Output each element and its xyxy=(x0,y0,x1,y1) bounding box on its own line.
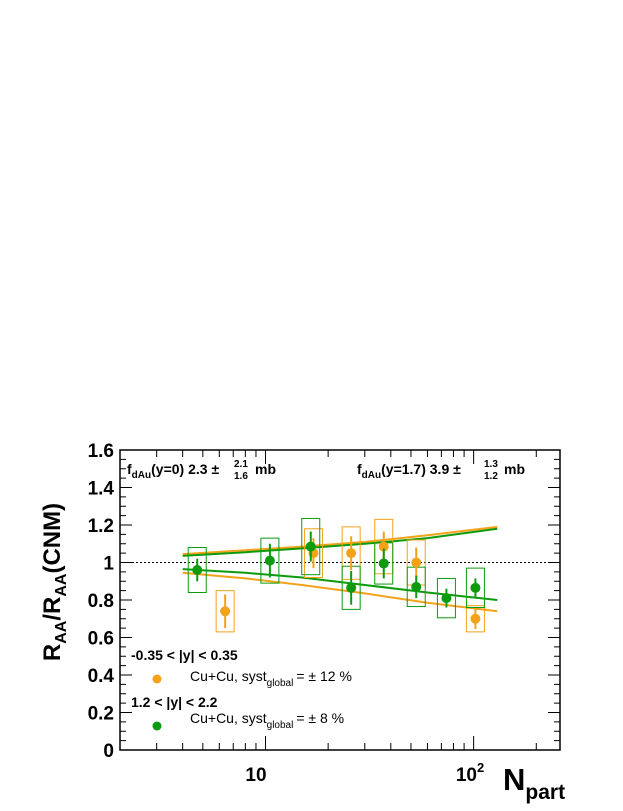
annotation-left-unit: mb xyxy=(255,461,276,477)
data-point-series-1 xyxy=(470,613,481,624)
y-tick-label: 1.4 xyxy=(88,479,115,500)
data-point-series-1 xyxy=(378,541,389,552)
y-axis-title-mid: /R xyxy=(39,597,66,621)
data-point-series-2 xyxy=(305,541,316,552)
data-point-series-1 xyxy=(346,548,357,559)
theory-curve-2-upper xyxy=(182,527,498,557)
annotation-left-main: f xyxy=(127,461,132,477)
x-tick-label-10: 10 xyxy=(245,765,266,786)
x-axis-title-sub: part xyxy=(525,781,565,804)
y-tick-label: 0.4 xyxy=(88,666,115,687)
y-tick-label: 0.6 xyxy=(88,629,114,650)
y-axis-title-sub2: AA xyxy=(53,573,70,597)
y-axis-title-sub1: AA xyxy=(53,620,70,644)
theory-curve-1-lower xyxy=(182,571,498,613)
legend-header-2: 1.2 < |y| < 2.2 xyxy=(131,694,218,710)
annotation-left-mid: (y=0) 2.3 ± xyxy=(151,461,219,477)
syst-box-series-1 xyxy=(303,528,323,578)
syst-box-series-2 xyxy=(465,567,485,608)
y-axis-title-tail: (CNM) xyxy=(39,503,66,574)
syst-box-series-1 xyxy=(465,605,485,633)
legend-marker-1 xyxy=(152,674,162,684)
y-tick-label: 1 xyxy=(103,554,114,575)
legend-entry-1-tail: = ± 12 % xyxy=(296,668,352,684)
syst-box-series-2 xyxy=(436,577,456,619)
x-tick-label-100: 102 xyxy=(456,760,484,786)
annotation-left-up: 2.1 xyxy=(234,459,248,470)
annotation-left-down: 1.6 xyxy=(234,471,248,482)
x-axis-title: Npart xyxy=(503,762,565,804)
annotation-right: fdAu(y=1.7) 3.9 ± xyxy=(357,461,461,481)
syst-box-series-2 xyxy=(187,547,207,593)
syst-box-series-2 xyxy=(301,517,321,576)
data-point-series-2 xyxy=(441,593,452,604)
legend-entry-1-sub: global xyxy=(267,678,294,689)
data-point-series-2 xyxy=(470,582,481,593)
y-tick-label: 0.2 xyxy=(88,704,114,725)
x-tick-label-100-base: 10 xyxy=(456,765,477,786)
theory-curve-2-lower xyxy=(182,568,498,601)
y-tick-label: 1.6 xyxy=(88,441,114,462)
annotation-right-sub: dAu xyxy=(362,470,381,481)
theory-curve-1-upper xyxy=(182,525,498,556)
y-tick-label: 0 xyxy=(103,741,114,762)
data-point-series-2 xyxy=(378,558,389,569)
data-point-series-2 xyxy=(192,565,203,575)
data-point-series-2 xyxy=(346,582,357,593)
legend-entry-2-tail: = ± 8 % xyxy=(296,710,344,726)
annotation-left: fdAu(y=0) 2.3 ± xyxy=(127,461,219,481)
annotation-left-sub: dAu xyxy=(132,470,151,481)
axis-ticks xyxy=(119,449,560,751)
annotation-right-up: 1.3 xyxy=(484,459,498,470)
syst-box-series-1 xyxy=(215,590,235,633)
annotation-right-main: f xyxy=(357,461,362,477)
y-tick-labels: 0 0.2 0.4 0.6 0.8 1 1.2 1.4 1.6 xyxy=(88,441,115,762)
annotation-right-unit: mb xyxy=(504,461,525,477)
x-axis-title-main: N xyxy=(503,762,525,797)
y-tick-label: 1.2 xyxy=(88,516,114,537)
legend-header-1: -0.35 < |y| < 0.35 xyxy=(131,647,238,663)
legend-entry-2-main: Cu+Cu, syst xyxy=(190,710,267,726)
legend-entry-2: Cu+Cu, systglobal = ± 8 % xyxy=(190,710,344,731)
y-axis-title: RAA/RAA(CNM) xyxy=(39,503,70,661)
x-tick-label-100-exp: 2 xyxy=(477,760,484,775)
data-point-series-2 xyxy=(411,581,422,592)
legend-entry-1: Cu+Cu, systglobal = ± 12 % xyxy=(190,668,352,689)
data-point-series-1 xyxy=(411,557,422,568)
annotation-right-down: 1.2 xyxy=(484,471,498,482)
data-points xyxy=(192,531,481,630)
legend-entry-2-sub: global xyxy=(267,720,294,731)
theory-bands xyxy=(182,525,498,613)
y-tick-label: 0.8 xyxy=(88,591,114,612)
legend-marker-2 xyxy=(152,721,162,731)
annotation-right-mid: (y=1.7) 3.9 ± xyxy=(381,461,461,477)
legend-entry-1-main: Cu+Cu, syst xyxy=(190,668,267,684)
y-axis-title-main: R xyxy=(39,644,66,661)
data-point-series-1 xyxy=(220,606,231,617)
syst-box-series-2 xyxy=(260,537,280,584)
data-point-series-2 xyxy=(264,555,275,566)
